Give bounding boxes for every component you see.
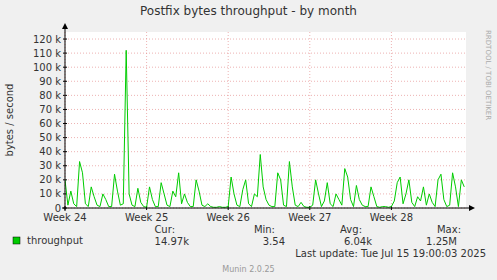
tick-label: Week 24 bbox=[43, 212, 86, 223]
chart: Postfix bytes throughput - by month010 k… bbox=[0, 0, 497, 280]
stat-value: 6.04k bbox=[344, 236, 372, 247]
watermark: RRDTOOL / TOBI OETIKER bbox=[484, 30, 492, 120]
legend-swatch bbox=[13, 237, 20, 244]
legend-label: throughput bbox=[27, 235, 83, 246]
axis-label: bytes / second bbox=[4, 84, 15, 157]
grid-line bbox=[65, 39, 466, 40]
tick-label: Week 25 bbox=[125, 212, 168, 223]
stat-header: Avg: bbox=[340, 224, 362, 235]
plot-area bbox=[65, 32, 466, 208]
tick-label: Week 26 bbox=[207, 212, 250, 223]
x-axis-arrow bbox=[469, 205, 475, 211]
grid-line bbox=[65, 137, 466, 138]
footer: Munin 2.0.25 bbox=[222, 265, 274, 274]
stat-header: Max: bbox=[437, 224, 461, 235]
y-axis bbox=[65, 26, 66, 211]
tick-label: 20 k bbox=[39, 174, 61, 185]
background bbox=[0, 0, 497, 280]
x-axis bbox=[62, 208, 472, 209]
grid-line bbox=[309, 32, 310, 208]
tick-label: 50 k bbox=[39, 132, 61, 143]
stat-value: 1.25M bbox=[426, 236, 457, 247]
grid-line bbox=[65, 179, 466, 180]
tick-label: Week 28 bbox=[370, 212, 413, 223]
tick-label: 110 k bbox=[33, 48, 61, 59]
tick-label: 100 k bbox=[33, 62, 61, 73]
tick-label: 30 k bbox=[39, 160, 61, 171]
tick-label: 70 k bbox=[39, 104, 61, 115]
grid-line bbox=[146, 32, 147, 208]
tick-label: 60 k bbox=[39, 118, 61, 129]
grid-line bbox=[65, 67, 466, 68]
grid-line bbox=[391, 32, 392, 208]
tick-label: 10 k bbox=[39, 188, 61, 199]
stat-value: 14.97k bbox=[155, 236, 190, 247]
line-series bbox=[65, 50, 464, 207]
last-update: Last update: Tue Jul 15 19:00:03 2025 bbox=[295, 248, 486, 259]
tick-label: 80 k bbox=[39, 90, 61, 101]
stat-header: Cur: bbox=[154, 224, 175, 235]
grid-line bbox=[65, 53, 466, 54]
title: Postfix bytes throughput - by month bbox=[140, 4, 357, 18]
y-axis-arrow bbox=[62, 23, 68, 29]
tick-label: 90 k bbox=[39, 76, 61, 87]
tick-label: 120 k bbox=[33, 34, 61, 45]
stat-header: Min: bbox=[254, 224, 275, 235]
tick-label: 40 k bbox=[39, 146, 61, 157]
series-group bbox=[65, 50, 464, 207]
stat-value: 3.54 bbox=[263, 236, 285, 247]
grid-line bbox=[65, 151, 466, 152]
grid-line bbox=[228, 32, 229, 208]
grid-line bbox=[65, 165, 466, 166]
tick-label: Week 27 bbox=[288, 212, 331, 223]
